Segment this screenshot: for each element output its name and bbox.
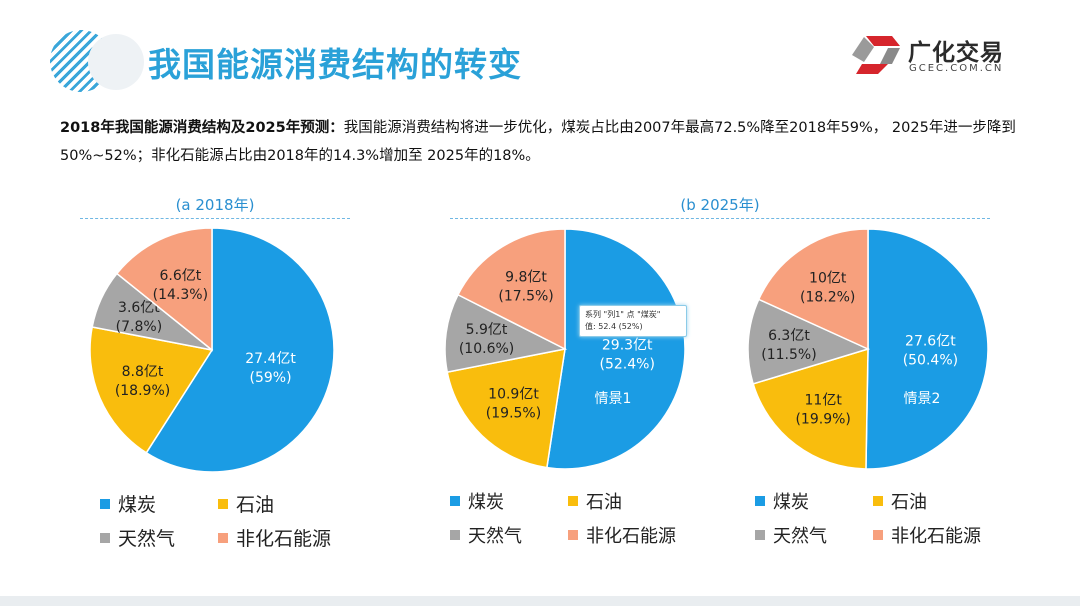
data-label-coal-percent: (52.4%) [600,357,655,373]
logo-url: GCEC.COM.CN [909,63,1004,74]
data-label-gas-value: 5.9亿t [466,322,508,338]
legend-swatch-coal [450,496,460,506]
divider-2025 [450,218,990,219]
scenario-label: 情景1 [595,391,632,407]
data-label-gas-value: 3.6亿t [118,300,160,316]
pie-slice-gas [444,293,568,374]
pie-slice-oil [89,326,214,454]
legend-label-coal: 煤炭 [773,492,809,513]
pie-slice-non-fossil [115,227,213,352]
pie-chart-2018: 27.4亿t (59%) 8.8亿t (18.9%) 3.6亿t (7.8%) 6.6亿t (… [89,227,335,473]
legend-label-oil: 石油 [236,494,275,516]
data-label-coal-value: 29.3亿t [602,338,653,354]
legend-2025-scenario2: 煤炭 石油天然气 非化石能源 [755,488,1015,558]
data-label-gas-percent: (11.5%) [761,347,816,363]
data-label-gas-value: 6.3亿t [768,328,810,344]
divider-2018 [80,218,350,219]
legend-swatch-oil [568,496,578,506]
pie-chart-2025-scenario1: 29.3亿t (52.4%) 10.9亿t (19.5%) 5.9亿t (10.6%) 9.… [444,228,686,470]
pie-slice-non-fossil [456,228,566,351]
legend-item-gas: 天然气 [100,524,175,551]
legend-swatch-gas [755,530,765,540]
legend-label-non-fossil: 非化石能源 [891,526,981,547]
legend-item-coal: 煤炭 [100,490,156,517]
legend-label-gas: 天然气 [773,526,827,547]
section-title-2025: (b 2025年) [680,196,760,214]
legend-item-gas: 天然气 [755,522,827,548]
pie-slice-gas [747,298,871,385]
page-title: 我国能源消费结构的转变 [148,45,522,84]
data-label-gas-percent: (10.6%) [459,341,514,357]
data-label-non-fossil-value: 9.8亿t [505,270,547,286]
data-label-coal-value: 27.4亿t [245,351,296,367]
legend-label-gas: 天然气 [118,528,176,550]
data-label-non-fossil-percent: (14.3%) [153,287,208,303]
pie-chart-2025-scenario2: 27.6亿t (50.4%) 11亿t (19.9%) 6.3亿t (11.5%) 10亿t… [747,228,989,470]
legend-swatch-oil [218,498,228,509]
data-label-coal-value: 27.6亿t [905,334,956,350]
pie-slice-oil [446,348,566,469]
data-label-oil-percent: (19.9%) [795,411,850,427]
legend-2018: 煤炭 石油天然气 非化石能源 [100,490,360,560]
legend-swatch-coal [100,498,110,509]
legend-item-coal: 煤炭 [755,488,809,514]
legend-swatch-gas [100,532,110,543]
data-label-oil-percent: (19.5%) [486,406,541,422]
description: 2018年我国能源消费结构及2025年预测：我国能源消费结构将进一步优化，煤炭占… [60,114,1020,170]
data-label-oil-value: 10.9亿t [488,387,539,403]
pie-slice-non-fossil [757,228,869,351]
data-label-non-fossil-percent: (18.2%) [800,289,855,305]
section-title-2018: (a 2018年) [175,196,255,214]
legend-label-coal: 煤炭 [118,494,157,516]
legend-2025-scenario1: 煤炭 石油天然气 非化石能源 [450,488,710,558]
tooltip-line1: 系列 "列1" 点 "煤炭" [585,310,661,319]
legend-label-gas: 天然气 [468,526,522,547]
chart-tooltip: 系列 "列1" 点 "煤炭" 值: 52.4 (52%) [579,305,687,337]
legend-label-non-fossil: 非化石能源 [586,526,676,547]
legend-item-oil: 石油 [218,490,274,517]
bottom-bar [0,596,1080,606]
legend-swatch-gas [450,530,460,540]
pie-slice-oil [752,347,869,470]
pie-slice-coal [145,227,335,473]
data-label-non-fossil-percent: (17.5%) [498,289,553,305]
description-text: 我国能源消费结构将进一步优化，煤炭占比由2007年最高72.5%降至2018年5… [60,120,1016,164]
legend-label-coal: 煤炭 [468,492,504,513]
pie-slice-coal [865,228,989,470]
data-label-non-fossil-value: 10亿t [809,270,847,286]
legend-label-non-fossil: 非化石能源 [236,528,332,550]
legend-swatch-non-fossil [218,532,228,543]
pie-slice-coal [546,228,686,470]
data-label-coal-percent: (59%) [250,370,292,386]
data-label-coal-percent: (50.4%) [903,353,958,369]
legend-item-coal: 煤炭 [450,488,504,514]
legend-label-oil: 石油 [891,492,927,513]
tooltip-line2: 值: 52.4 (52%) [585,322,643,331]
logo-text: 广化交易 [908,40,1004,66]
data-label-non-fossil-value: 6.6亿t [159,268,201,284]
data-label-oil-value: 11亿t [805,392,843,408]
legend-item-gas: 天然气 [450,522,522,548]
decorative-gray-circle [88,34,144,90]
description-lead: 2018年我国能源消费结构及2025年预测： [60,120,344,136]
scenario-label: 情景2 [904,391,941,407]
legend-swatch-non-fossil [873,530,883,540]
data-label-gas-percent: (7.8%) [116,319,163,335]
data-label-oil-value: 8.8亿t [122,364,164,380]
legend-swatch-coal [755,496,765,506]
legend-item-non-fossil: 非化石能源 [568,522,676,548]
legend-label-oil: 石油 [586,492,622,513]
data-label-oil-percent: (18.9%) [115,383,170,399]
legend-item-non-fossil: 非化石能源 [218,524,331,551]
legend-item-non-fossil: 非化石能源 [873,522,981,548]
legend-item-oil: 石油 [873,488,927,514]
legend-swatch-oil [873,496,883,506]
legend-item-oil: 石油 [568,488,622,514]
logo-icon [852,36,900,74]
legend-swatch-non-fossil [568,530,578,540]
